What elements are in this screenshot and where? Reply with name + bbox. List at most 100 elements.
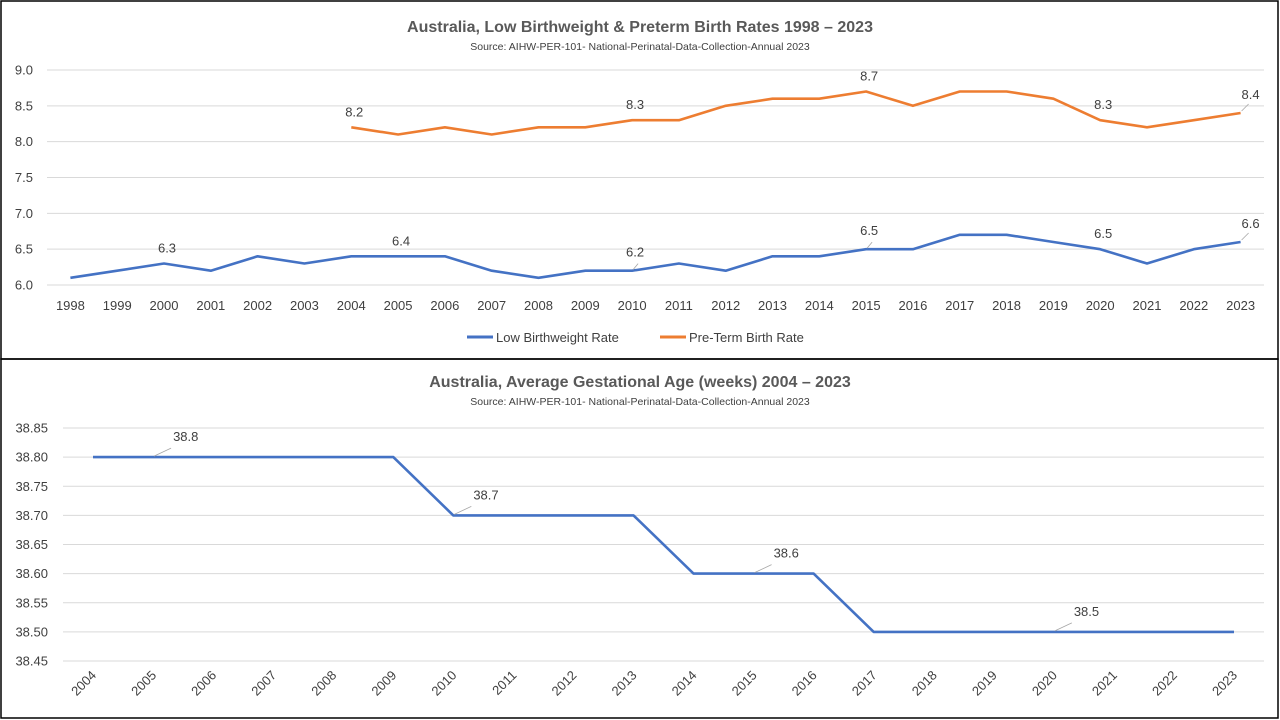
- top-x-tick-2004: 2004: [337, 298, 366, 313]
- bottom-data-label-2010: 38.7: [473, 487, 498, 502]
- bottom-x-tick-2012: 2012: [548, 668, 579, 699]
- bottom-x-tick-2018: 2018: [909, 668, 940, 699]
- top-y-tick-8-0: 8.0: [15, 134, 33, 149]
- bottom-x-tick-2017: 2017: [849, 668, 880, 699]
- top-x-tick-2023: 2023: [1226, 298, 1255, 313]
- top-data-label-pre-term-birth-rate-2004: 8.2: [345, 104, 363, 119]
- top-data-labels: 6.3 6.4 6.2 6.5 6.5 6.6 8.2 8.3 8.7 8.3 8.4: [158, 69, 1260, 270]
- bottom-label-leader-2020: [1054, 622, 1072, 632]
- top-x-tick-2012: 2012: [711, 298, 740, 313]
- top-x-tick-2001: 2001: [196, 298, 225, 313]
- top-series-line-low-birthweight-rate: [70, 233, 1241, 280]
- top-y-tick-8-5: 8.5: [15, 98, 33, 113]
- bottom-y-tick-38-45: 38.45: [15, 654, 48, 669]
- top-x-tick-2008: 2008: [524, 298, 553, 313]
- top-data-label-low-birthweight-rate-2015: 6.5: [860, 223, 878, 238]
- bottom-x-tick-2005: 2005: [128, 668, 159, 699]
- bottom-y-tick-38-50: 38.50: [15, 624, 48, 639]
- top-chart-title: Australia, Low Birthweight & Preterm Bir…: [407, 19, 873, 36]
- top-label-leader-pre-term-birth-rate-2023: [1241, 103, 1249, 112]
- bottom-x-tick-2006: 2006: [188, 668, 219, 699]
- top-x-tick-2005: 2005: [384, 298, 413, 313]
- bottom-x-tick-2013: 2013: [609, 668, 640, 699]
- top-axis-labels: 6.0 6.5 7.0 7.5 8.0 8.5 9.0 1998 1999 2000 2001 200…: [15, 63, 1255, 314]
- bottom-chart-subtitle: Source: AIHW-PER-101- National-Perinatal…: [470, 396, 810, 408]
- bottom-x-tick-2022: 2022: [1149, 668, 1180, 699]
- top-x-tick-2009: 2009: [571, 298, 600, 313]
- bottom-data-label-2015: 38.6: [774, 546, 799, 561]
- legend-label-preterm: Pre-Term Birth Rate: [689, 330, 804, 345]
- bottom-y-tick-38-80: 38.80: [15, 450, 48, 465]
- bottom-x-tick-2004: 2004: [68, 668, 99, 699]
- top-x-tick-2017: 2017: [945, 298, 974, 313]
- top-x-tick-2010: 2010: [618, 298, 647, 313]
- bottom-data-label-2005: 38.8: [173, 429, 198, 444]
- top-label-leader-low-birthweight-rate-2023: [1241, 232, 1249, 241]
- top-data-label-pre-term-birth-rate-2010: 8.3: [626, 97, 644, 112]
- bottom-x-tick-2023: 2023: [1209, 668, 1240, 699]
- bottom-x-tick-2014: 2014: [669, 668, 700, 699]
- top-x-tick-2022: 2022: [1179, 298, 1208, 313]
- top-data-label-low-birthweight-rate-2023: 6.6: [1242, 216, 1260, 231]
- bottom-series-line-average-gestational-age: [93, 455, 1234, 634]
- top-x-tick-2021: 2021: [1133, 298, 1162, 313]
- bottom-x-tick-2011: 2011: [489, 668, 519, 698]
- top-x-tick-2018: 2018: [992, 298, 1021, 313]
- top-data-label-low-birthweight-rate-2020: 6.5: [1094, 226, 1112, 241]
- top-x-tick-2011: 2011: [665, 298, 693, 313]
- bottom-x-tick-2009: 2009: [368, 668, 399, 699]
- top-label-leader-low-birthweight-rate-2015: [866, 241, 873, 249]
- top-x-tick-2006: 2006: [430, 298, 459, 313]
- top-x-tick-1999: 1999: [103, 298, 132, 313]
- bottom-x-tick-2019: 2019: [969, 668, 1000, 699]
- top-series-lines: [70, 90, 1241, 280]
- top-x-tick-2007: 2007: [477, 298, 506, 313]
- bottom-x-tick-2016: 2016: [789, 668, 820, 699]
- top-x-tick-2020: 2020: [1086, 298, 1115, 313]
- bottom-y-tick-38-60: 38.60: [15, 566, 48, 581]
- legend-label-low-birthweight: Low Birthweight Rate: [496, 330, 619, 345]
- top-x-tick-2013: 2013: [758, 298, 787, 313]
- top-x-tick-2002: 2002: [243, 298, 272, 313]
- bottom-series-lines: [93, 455, 1234, 634]
- top-x-tick-2016: 2016: [898, 298, 927, 313]
- bottom-y-tick-38-70: 38.70: [15, 508, 48, 523]
- top-x-tick-2000: 2000: [150, 298, 179, 313]
- top-data-label-low-birthweight-rate-2010: 6.2: [626, 245, 644, 260]
- bottom-x-tick-2020: 2020: [1029, 668, 1060, 699]
- top-data-label-pre-term-birth-rate-2015: 8.7: [860, 69, 878, 84]
- top-gridlines: [47, 69, 1264, 286]
- top-data-label-pre-term-birth-rate-2023: 8.4: [1242, 87, 1260, 102]
- bottom-chart-title: Australia, Average Gestational Age (week…: [429, 374, 851, 391]
- bottom-data-label-2020: 38.5: [1074, 604, 1099, 619]
- bottom-label-leader-2005: [153, 447, 172, 457]
- bottom-label-leader-2010: [454, 506, 472, 515]
- top-x-tick-2019: 2019: [1039, 298, 1068, 313]
- top-series-line-pre-term-birth-rate: [351, 90, 1241, 136]
- top-x-tick-2015: 2015: [852, 298, 881, 313]
- top-y-tick-6-5: 6.5: [15, 242, 33, 257]
- bottom-x-tick-2010: 2010: [428, 668, 459, 699]
- bottom-y-tick-38-65: 38.65: [15, 537, 48, 552]
- top-y-tick-6-0: 6.0: [15, 278, 33, 293]
- top-data-label-low-birthweight-rate-2000: 6.3: [158, 241, 176, 256]
- top-legend: Low Birthweight Rate Pre-Term Birth Rate: [467, 330, 804, 345]
- top-x-tick-1998: 1998: [56, 298, 85, 313]
- bottom-x-tick-2007: 2007: [248, 668, 279, 699]
- top-y-tick-9-0: 9.0: [15, 63, 33, 78]
- top-data-label-low-birthweight-rate-2005: 6.4: [392, 233, 410, 248]
- bottom-chart-frame: [0, 358, 1279, 719]
- bottom-x-tick-2008: 2008: [308, 668, 339, 699]
- top-data-label-pre-term-birth-rate-2020: 8.3: [1094, 97, 1112, 112]
- top-x-tick-2014: 2014: [805, 298, 834, 313]
- top-chart-subtitle: Source: AIHW-PER-101- National-Perinatal…: [470, 41, 810, 53]
- bottom-label-leader-2015: [754, 564, 772, 573]
- bottom-y-tick-38-75: 38.75: [15, 479, 48, 494]
- top-y-tick-7-5: 7.5: [15, 170, 33, 185]
- bottom-y-tick-38-85: 38.85: [15, 421, 48, 436]
- top-y-tick-7-0: 7.0: [15, 206, 33, 221]
- bottom-x-tick-2015: 2015: [729, 668, 760, 699]
- top-label-leader-low-birthweight-rate-2010: [632, 263, 639, 270]
